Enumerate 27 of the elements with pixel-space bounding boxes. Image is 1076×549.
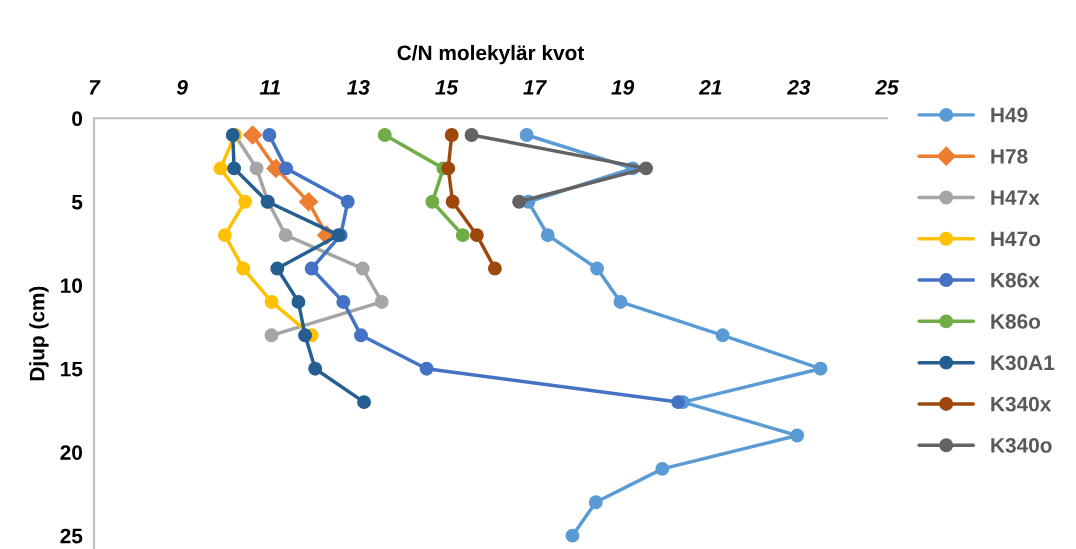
x-tick-label: 19 bbox=[611, 79, 635, 95]
legend-label: H78 bbox=[991, 148, 1028, 164]
legend-label: K86o bbox=[991, 314, 1041, 329]
x-tick-label: 21 bbox=[698, 79, 722, 95]
x-tick-label: 17 bbox=[523, 80, 547, 95]
legend-label: K30A1 bbox=[991, 355, 1055, 371]
x-tick-label: 11 bbox=[259, 80, 280, 95]
x-tick-label: 7 bbox=[89, 80, 101, 95]
y-tick-label: 0 bbox=[72, 111, 83, 127]
y-tick-label: 15 bbox=[61, 361, 83, 377]
y-tick-label: 25 bbox=[60, 528, 83, 544]
x-tick-label: 25 bbox=[875, 79, 899, 95]
x-axis-title: C/N molekylär kvot bbox=[397, 44, 585, 65]
y-axis-title: Djup (cm) bbox=[29, 286, 49, 381]
legend-label: K340o bbox=[991, 437, 1052, 453]
legend-label: H47x bbox=[991, 190, 1040, 205]
legend-label: H47o bbox=[991, 231, 1041, 247]
x-tick-label: 23 bbox=[786, 79, 811, 95]
legend-label: K340x bbox=[991, 396, 1052, 412]
legend-label: H49 bbox=[991, 107, 1028, 123]
x-tick-label: 9 bbox=[176, 79, 188, 95]
y-tick-label: 5 bbox=[71, 194, 83, 210]
x-tick-label: 13 bbox=[347, 79, 370, 95]
legend-label: K86x bbox=[991, 272, 1040, 288]
y-tick-label: 20 bbox=[60, 445, 83, 460]
x-tick-label: 15 bbox=[435, 80, 459, 95]
y-tick-label: 10 bbox=[61, 278, 83, 293]
